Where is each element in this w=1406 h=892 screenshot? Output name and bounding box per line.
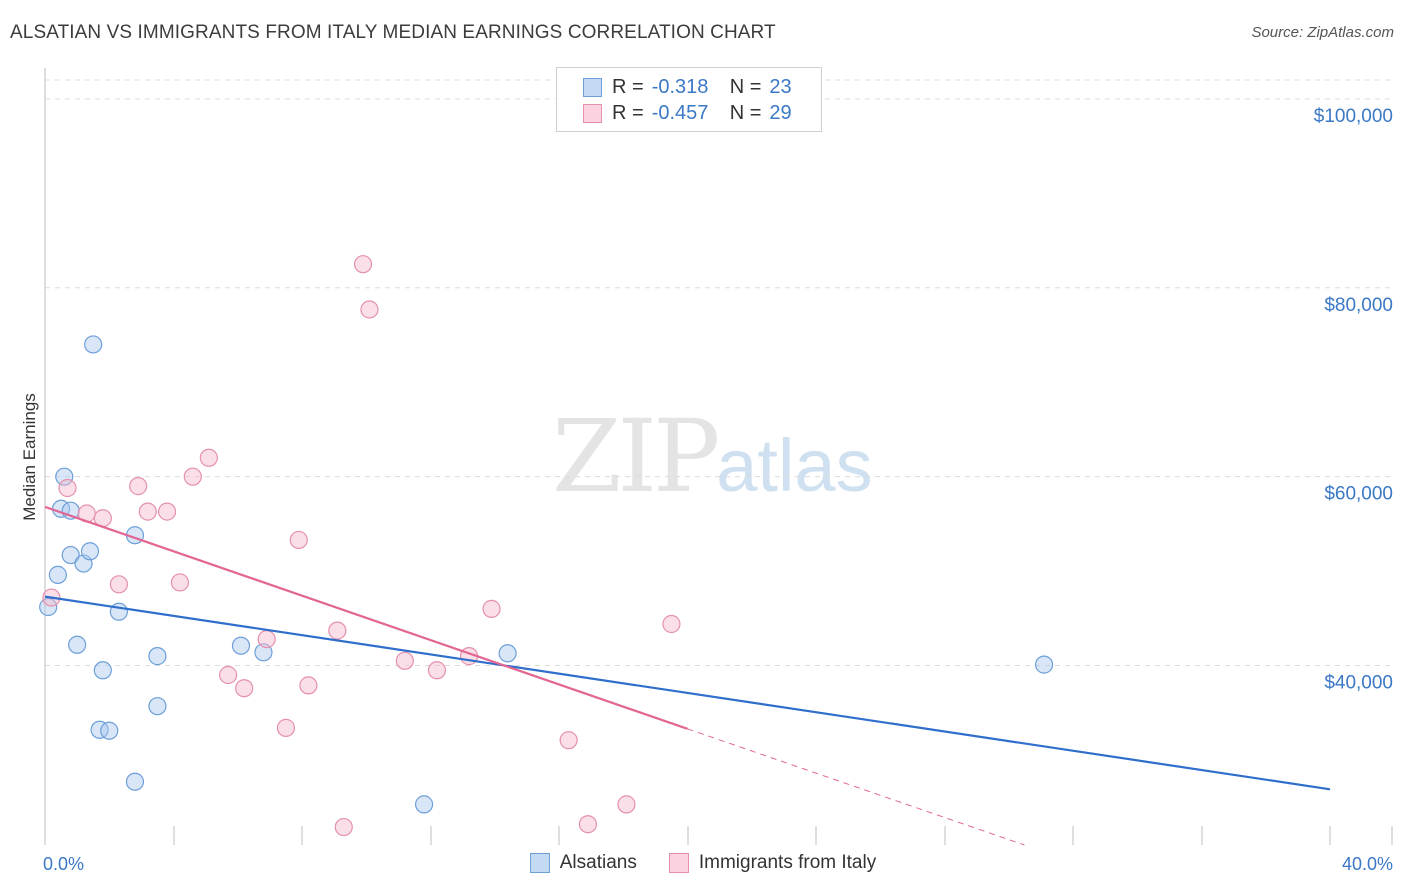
legend-swatch-italy — [668, 853, 689, 873]
data-point-italy — [138, 502, 157, 521]
trend-extension-italy — [687, 728, 1025, 846]
data-point-italy — [289, 530, 308, 550]
data-point-alsatians — [231, 636, 251, 655]
legend-r-label: R = — [612, 101, 644, 124]
watermark-atlas: atlas — [716, 424, 873, 507]
data-point-italy — [482, 599, 501, 618]
data-point-italy — [129, 477, 148, 496]
trend-line-italy — [44, 505, 688, 730]
data-point-alsatians — [93, 661, 112, 680]
data-point-italy — [157, 502, 177, 521]
data-point-italy — [257, 630, 276, 649]
watermark-zip: ZIP — [552, 398, 720, 515]
data-point-alsatians — [125, 772, 145, 791]
y-axis-label: Median Earnings — [20, 393, 39, 521]
legend-n-label: N = — [729, 101, 762, 124]
trend-line-alsatians — [44, 595, 1331, 791]
data-point-italy — [395, 651, 414, 670]
data-point-alsatians — [61, 545, 80, 565]
y-tick-label: $100,000 — [1314, 106, 1393, 127]
data-point-italy — [58, 478, 77, 498]
legend-r-label: R = — [612, 75, 644, 98]
y-tick-label: $80,000 — [1324, 295, 1393, 316]
data-point-alsatians — [414, 795, 434, 814]
data-point-alsatians — [80, 542, 100, 561]
data-point-alsatians — [55, 467, 74, 486]
data-point-italy — [559, 731, 578, 750]
data-point-italy — [662, 614, 681, 634]
watermark: ZIPatlas — [552, 398, 873, 515]
data-point-italy — [109, 575, 128, 594]
series-legend: Alsatians Immigrants from Italy — [0, 852, 1406, 874]
data-point-italy — [427, 661, 447, 680]
data-point-italy — [199, 448, 218, 467]
legend-n-value: 23 — [769, 75, 792, 98]
chart-title: ALSATIAN VS IMMIGRANTS FROM ITALY MEDIAN… — [10, 22, 776, 43]
data-point-alsatians — [48, 565, 67, 584]
legend-item-alsatians[interactable]: Alsatians — [529, 852, 637, 874]
data-point-italy — [334, 817, 353, 837]
legend-swatch-alsatians — [529, 853, 550, 873]
x-tick-label: 40.0% — [1342, 854, 1393, 874]
data-point-italy — [353, 255, 373, 274]
data-point-alsatians — [100, 721, 119, 740]
data-point-alsatians — [84, 335, 103, 354]
data-point-alsatians — [498, 644, 517, 663]
data-point-italy — [276, 718, 296, 737]
data-point-alsatians — [68, 635, 87, 654]
data-point-alsatians — [90, 720, 109, 739]
data-point-italy — [578, 815, 598, 834]
legend-r-value: -0.457 — [651, 101, 709, 124]
x-tick-label: 0.0% — [43, 854, 84, 874]
data-point-italy — [235, 679, 254, 698]
data-point-italy — [328, 621, 347, 640]
data-point-alsatians — [1034, 655, 1054, 674]
legend-row-alsatians: R = -0.318 N = 23 — [583, 75, 792, 99]
legend-label-alsatians: Alsatians — [559, 852, 637, 873]
y-tick-label: $40,000 — [1324, 673, 1393, 694]
y-tick-label: $60,000 — [1324, 484, 1393, 505]
legend-n-value: 29 — [769, 101, 792, 124]
legend-r-value: -0.318 — [651, 75, 709, 98]
data-point-alsatians — [148, 697, 167, 716]
source-label: Source: ZipAtlas.com — [1251, 24, 1394, 41]
legend-swatch-blue — [583, 77, 602, 97]
legend-n-label: N = — [729, 75, 762, 98]
legend-swatch-pink — [583, 103, 602, 123]
data-point-italy — [617, 795, 636, 814]
correlation-legend: R = -0.318 N = 23 R = -0.457 N = 29 — [556, 67, 822, 132]
data-point-italy — [360, 300, 379, 319]
legend-row-italy: R = -0.457 N = 29 — [583, 101, 792, 125]
data-point-italy — [170, 573, 190, 592]
legend-item-italy[interactable]: Immigrants from Italy — [668, 852, 877, 874]
data-point-italy — [299, 676, 318, 695]
data-point-alsatians — [148, 647, 167, 666]
data-point-italy — [219, 665, 238, 685]
legend-label-italy: Immigrants from Italy — [698, 852, 877, 873]
data-point-italy — [183, 467, 202, 486]
